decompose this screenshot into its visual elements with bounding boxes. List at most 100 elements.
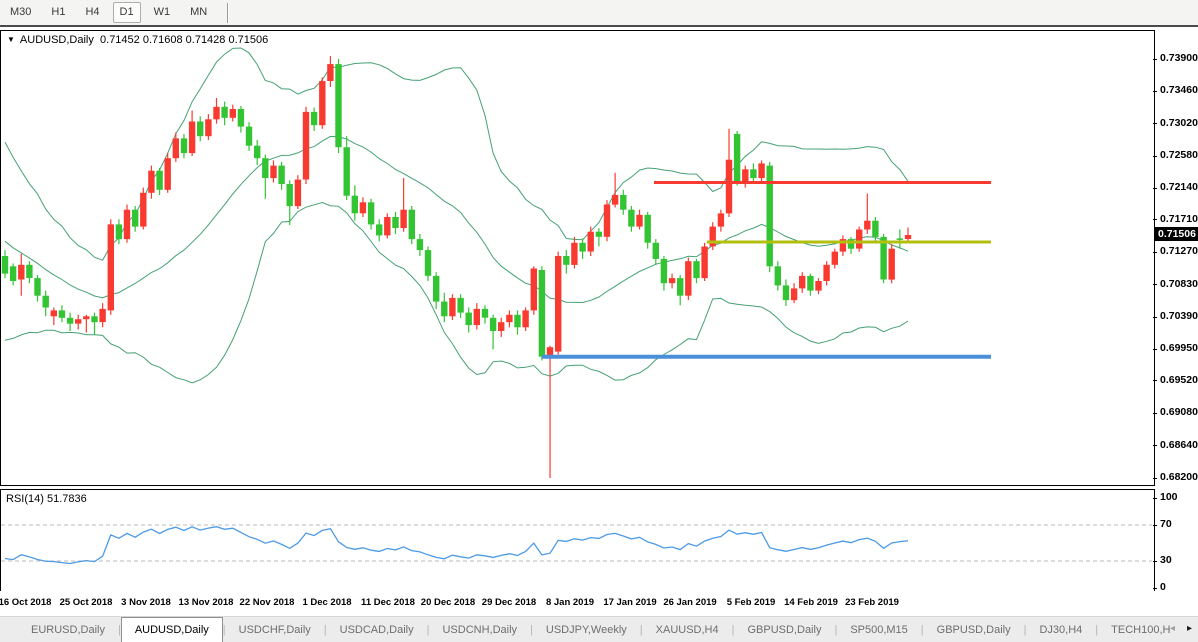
price-axis-tick bbox=[1153, 219, 1157, 221]
candle bbox=[571, 236, 578, 269]
symbol-tab-usdchf[interactable]: USDCHF,Daily bbox=[238, 623, 311, 636]
timeframe-button-h1[interactable]: H1 bbox=[51, 6, 66, 18]
candle bbox=[530, 266, 537, 315]
date-axis-label: 1 Dec 2018 bbox=[302, 597, 352, 608]
candle bbox=[758, 160, 765, 183]
rsi-indicator-panel[interactable]: RSI(14) 51.7836 bbox=[0, 489, 1155, 592]
candle bbox=[717, 209, 725, 232]
symbol-tab-gbpusd[interactable]: GBPUSD,Daily bbox=[936, 623, 1011, 636]
candle bbox=[750, 163, 757, 184]
candle bbox=[652, 239, 659, 265]
candle bbox=[725, 128, 733, 217]
symbol-tab-eurusd[interactable]: EURUSD,Daily bbox=[31, 623, 105, 636]
candle bbox=[26, 261, 33, 284]
main-chart-panel[interactable]: ▼ AUDUSD,Daily 0.71452 0.71608 0.71428 0.… bbox=[0, 30, 1155, 486]
tab-separator: | bbox=[639, 623, 643, 636]
candle bbox=[693, 258, 700, 284]
candle bbox=[457, 294, 464, 318]
symbol-tabs-bar: EURUSD,Daily | AUDUSD,Daily | USDCHF,Daily | U… bbox=[0, 616, 1198, 642]
symbol-tab-usdcnh[interactable]: USDCNH,Daily bbox=[442, 623, 518, 636]
candle bbox=[441, 292, 448, 323]
candle bbox=[766, 161, 773, 273]
candle bbox=[587, 226, 594, 256]
timeframe-button-mn[interactable]: MN bbox=[190, 6, 208, 18]
candlestick-chart-canvas[interactable] bbox=[1, 31, 1152, 483]
symbol-tab-dj30[interactable]: DJ30,H4 bbox=[1039, 623, 1083, 636]
rsi-axis-label: 30 bbox=[1160, 554, 1172, 566]
rsi-chart-canvas[interactable] bbox=[1, 490, 1152, 589]
symbol-tab-tech100[interactable]: TECH100,H bbox=[1111, 623, 1171, 636]
current-price-tag: 0.71506 bbox=[1155, 226, 1198, 241]
rsi-axis-label: 0 bbox=[1160, 581, 1166, 593]
tab-scroll-right-icon[interactable]: ▸ bbox=[1186, 623, 1192, 634]
candle bbox=[327, 56, 334, 87]
price-axis-tick bbox=[1153, 251, 1157, 253]
candle bbox=[34, 275, 41, 302]
symbol-tab-gbpusd[interactable]: GBPUSD,Daily bbox=[747, 623, 822, 636]
date-axis[interactable]: 16 Oct 2018 25 Oct 2018 3 Nov 2018 13 Nov 2… bbox=[0, 591, 1198, 615]
symbol-tab-audusd-selected[interactable]: AUDUSD,Daily bbox=[120, 617, 223, 642]
candle bbox=[644, 211, 651, 249]
candle bbox=[799, 272, 806, 293]
candle bbox=[424, 246, 432, 281]
timeframe-button-m30[interactable]: M30 bbox=[10, 6, 32, 18]
rsi-axis-tick bbox=[1153, 560, 1157, 562]
candle bbox=[864, 193, 871, 234]
date-axis-label: 29 Dec 2018 bbox=[481, 597, 537, 608]
price-axis-tick bbox=[1153, 155, 1157, 157]
timeframe-button-d1[interactable]: D1 bbox=[112, 2, 141, 23]
candle bbox=[319, 77, 326, 129]
candle bbox=[245, 122, 253, 151]
price-axis-tick bbox=[1153, 412, 1157, 414]
candle bbox=[611, 172, 619, 208]
candle bbox=[123, 204, 131, 243]
symbol-tab-usdjpy[interactable]: USDJPY,Weekly bbox=[545, 623, 627, 636]
bollinger-lower-band bbox=[4, 201, 909, 384]
price-axis-label: 0.72580 bbox=[1160, 149, 1198, 162]
date-axis-label: 16 Oct 2018 bbox=[0, 597, 52, 608]
rsi-scale-axis[interactable]: 100 70 30 0 bbox=[1153, 489, 1198, 593]
symbol-tab-xauusd[interactable]: XAUUSD,H4 bbox=[655, 623, 719, 636]
chart-ohlc-values: 0.71452 0.71608 0.71428 0.71506 bbox=[100, 34, 269, 46]
price-axis-label: 0.72140 bbox=[1160, 181, 1198, 194]
timeframe-toolbar: M30 H1 H4 D1 W1 MN bbox=[0, 0, 1198, 27]
candle bbox=[335, 59, 342, 154]
tab-separator: | bbox=[731, 623, 735, 636]
candle bbox=[701, 242, 708, 281]
price-axis-label: 0.68640 bbox=[1160, 438, 1198, 451]
candle bbox=[815, 278, 822, 295]
timeframe-button-h4[interactable]: H4 bbox=[85, 6, 100, 18]
candle bbox=[278, 161, 285, 190]
rsi-axis-tick bbox=[1153, 497, 1157, 499]
candle bbox=[579, 238, 586, 259]
candle bbox=[433, 272, 440, 309]
price-axis-label: 0.73020 bbox=[1160, 116, 1198, 129]
rsi-indicator-label: RSI(14) 51.7836 bbox=[6, 493, 87, 505]
candle bbox=[9, 263, 17, 286]
tab-separator: | bbox=[834, 623, 838, 636]
price-axis-label: 0.68200 bbox=[1160, 471, 1198, 483]
tab-scroll-left-icon[interactable]: ◂ bbox=[1169, 623, 1175, 634]
candle bbox=[782, 279, 790, 306]
date-axis-label: 23 Feb 2019 bbox=[845, 597, 899, 608]
price-axis[interactable]: 0.73900 0.73460 0.73020 0.72580 0.72140 0.717… bbox=[1153, 30, 1198, 484]
price-axis-tick bbox=[1153, 348, 1157, 350]
date-axis-label: 13 Nov 2018 bbox=[178, 597, 234, 608]
candle bbox=[449, 294, 456, 320]
candle bbox=[408, 206, 415, 245]
price-axis-label: 0.70390 bbox=[1160, 310, 1198, 323]
candle bbox=[546, 345, 554, 478]
chart-dropdown-icon[interactable]: ▼ bbox=[7, 35, 15, 44]
candle bbox=[286, 180, 293, 226]
tab-scroll-arrows: ◂ ▸ bbox=[1170, 616, 1192, 642]
symbol-tab-sp500[interactable]: SP500,M15 bbox=[850, 623, 908, 636]
candle bbox=[823, 261, 830, 286]
candle bbox=[872, 217, 879, 242]
timeframe-button-w1[interactable]: W1 bbox=[153, 6, 171, 18]
symbol-tab-usdcad[interactable]: USDCAD,Daily bbox=[339, 623, 414, 636]
candle bbox=[148, 165, 155, 199]
price-axis-label: 0.71270 bbox=[1160, 245, 1198, 258]
date-axis-label: 3 Nov 2018 bbox=[121, 597, 171, 608]
candle bbox=[180, 134, 188, 159]
